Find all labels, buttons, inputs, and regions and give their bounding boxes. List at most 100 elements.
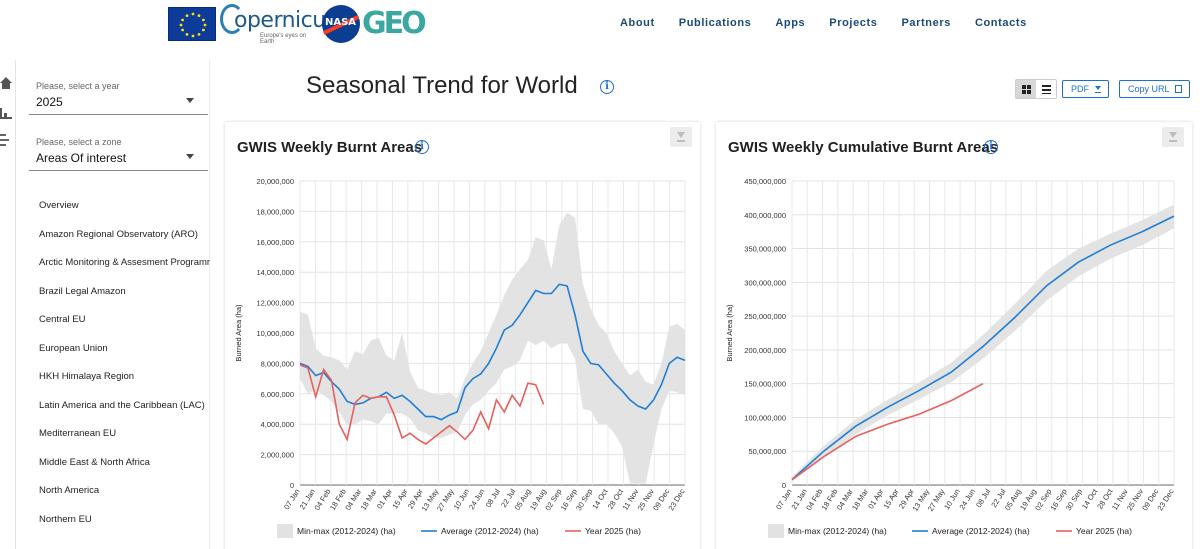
y-tick-label: 300,000,000 [744, 278, 786, 287]
list-icon [1042, 85, 1051, 94]
average-line [791, 215, 1175, 481]
legend-year-label: Year 2025 (ha) [585, 526, 641, 536]
pdf-button[interactable]: PDF [1062, 80, 1109, 98]
zone-item-lac[interactable]: Latin America and the Caribbean (LAC) [39, 399, 205, 411]
download-icon [1095, 86, 1101, 93]
x-tick-label: 08 Jul [484, 487, 502, 509]
chart-download-button[interactable] [670, 127, 692, 147]
nav-about[interactable]: About [620, 17, 655, 29]
y-tick-label: 20,000,000 [256, 177, 294, 186]
zone-item-arctic[interactable]: Arctic Monitoring & Assesment Programme [39, 257, 210, 268]
year-select[interactable]: Please, select a year 2025 [29, 60, 208, 115]
y-tick-label: 16,000,000 [256, 238, 294, 247]
nav-contacts[interactable]: Contacts [974, 17, 1027, 29]
geo-wordmark: GEO [362, 6, 427, 41]
x-tick-label: 23 Dec [666, 487, 686, 512]
zone-sidebar: Please, select a year 2025 Please, selec… [17, 60, 210, 549]
y-tick-label: 2,000,000 [261, 451, 294, 460]
x-tick-label: 18 Mar [850, 487, 870, 512]
grid-view-button[interactable] [1016, 80, 1036, 98]
year-2025-line [791, 382, 984, 481]
y-tick-label: 10,000,000 [256, 329, 294, 338]
legend-year-label: Year 2025 (ha) [1076, 526, 1132, 536]
chevron-down-icon [186, 98, 194, 103]
zone-item-northern-eu[interactable]: Northern EU [39, 513, 92, 525]
cumulative-burnt-card: GWIS Weekly Cumulative Burnt Areas i 0 50… [716, 122, 1192, 549]
home-icon[interactable] [0, 76, 14, 90]
info-icon[interactable]: i [415, 140, 429, 154]
nav-partners[interactable]: Partners [901, 17, 951, 29]
y-tick-label: 0 [782, 481, 786, 490]
info-icon[interactable]: i [600, 80, 614, 94]
legend-average-label: Average (2012-2024) (ha) [441, 526, 539, 536]
y-tick-label: 6,000,000 [261, 390, 294, 399]
y-tick-label: 0 [290, 481, 294, 490]
zone-item-mena[interactable]: Middle East & North Africa [39, 456, 150, 468]
zone-item-central-eu[interactable]: Central EU [39, 314, 86, 325]
legend-average-label: Average (2012-2024) (ha) [932, 526, 1030, 536]
main-nav: About Publications Apps Projects Partner… [620, 17, 1051, 29]
y-axis-label: Burned Area (ha) [234, 304, 243, 362]
y-tick-label: 350,000,000 [744, 245, 786, 254]
minmax-band [300, 212, 685, 484]
weekly-burnt-title: GWIS Weekly Burnt Areas [237, 139, 423, 156]
x-tick-label: 24 Jun [467, 487, 487, 511]
y-tick-label: 400,000,000 [744, 211, 786, 220]
geo-logo[interactable]: GEO [362, 6, 427, 42]
bar-chart-icon[interactable] [0, 106, 14, 120]
copy-url-label: Copy URL [1128, 84, 1170, 94]
pdf-button-label: PDF [1071, 84, 1089, 94]
nav-apps[interactable]: Apps [775, 17, 806, 29]
legend-minmax-label: Min-max (2012-2024) (ha) [297, 526, 396, 536]
eu-stars-icon [179, 12, 207, 38]
nav-projects[interactable]: Projects [829, 17, 878, 29]
nasa-wordmark: NASA [325, 17, 357, 28]
year-select-label: Please, select a year [36, 81, 120, 91]
zone-select[interactable]: Please, select a zone Areas Of interest [29, 116, 208, 171]
zone-item-overview[interactable]: Overview [39, 200, 79, 211]
legend-minmax-label: Min-max (2012-2024) (ha) [788, 526, 887, 536]
zone-item-hkh-himalaya[interactable]: HKH Himalaya Region [39, 371, 135, 382]
chevron-down-icon [186, 154, 194, 159]
y-tick-label: 250,000,000 [744, 312, 786, 321]
chart-download-button[interactable] [1162, 127, 1184, 147]
y-tick-label: 450,000,000 [744, 177, 786, 186]
y-tick-label: 4,000,000 [261, 420, 294, 429]
copernicus-wordmark: opernicus [234, 8, 337, 33]
view-toggle [1015, 79, 1057, 99]
zone-item-aro[interactable]: Amazon Regional Observatory (ARO) [39, 228, 198, 240]
grid-icon [1022, 85, 1031, 94]
zone-item-mediterranean-eu[interactable]: Mediterranean EU [39, 428, 117, 439]
y-tick-label: 8,000,000 [261, 359, 294, 368]
copernicus-c-icon [220, 4, 244, 34]
copy-url-button[interactable]: Copy URL [1119, 80, 1190, 98]
x-tick-label: 24 Jun [957, 487, 977, 511]
zone-item-european-union[interactable]: European Union [39, 342, 108, 354]
legend-minmax-swatch [768, 524, 784, 538]
nasa-logo[interactable]: NASA [322, 5, 360, 43]
x-tick-label: 23 Dec [1155, 487, 1175, 512]
zone-select-label: Please, select a zone [36, 137, 122, 147]
y-axis-label: Burned Area (ha) [725, 304, 734, 362]
trend-icon[interactable] [0, 132, 14, 150]
info-icon[interactable]: i [984, 140, 998, 154]
y-tick-label: 100,000,000 [744, 413, 786, 422]
x-tick-label: 08 Jul [974, 487, 992, 509]
average-line [299, 283, 686, 421]
zone-select-value: Areas Of interest [36, 151, 127, 165]
year-select-value: 2025 [36, 95, 63, 109]
y-tick-label: 200,000,000 [744, 346, 786, 355]
minmax-band [792, 204, 1174, 482]
zone-item-brazil-legal-amazon[interactable]: Brazil Legal Amazon [39, 285, 126, 297]
cumulative-burnt-chart: 0 50,000,000 100,000,000 150,000,000 200,000… [725, 177, 1176, 538]
y-tick-label: 14,000,000 [256, 268, 294, 277]
nav-publications[interactable]: Publications [678, 17, 752, 29]
eu-flag-logo[interactable] [168, 7, 216, 41]
zone-item-north-america[interactable]: North America [39, 485, 100, 496]
copy-icon [1174, 85, 1182, 93]
year-2025-line [299, 364, 545, 445]
page-title: Seasonal Trend for World [306, 72, 578, 99]
copernicus-logo[interactable]: opernicus Europe's eyes on Earth [220, 4, 337, 45]
weekly-burnt-card: GWIS Weekly Burnt Areas i 0 2,000,000 4,00… [225, 122, 700, 549]
list-view-button[interactable] [1036, 80, 1056, 98]
